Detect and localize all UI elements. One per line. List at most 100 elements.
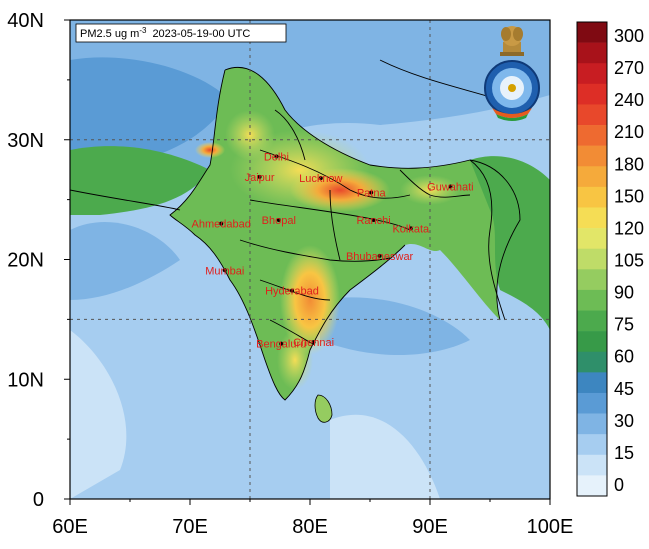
ocean-light-patch: [330, 414, 440, 499]
colorbar-segment: [577, 269, 607, 291]
colorbar-label: 15: [614, 443, 634, 463]
city-label: Kolkata: [392, 223, 430, 235]
city-marker: [448, 184, 453, 189]
colorbar-segment: [577, 186, 607, 208]
colorbar-label: 105: [614, 251, 644, 271]
title-box: [75, 23, 287, 43]
ocean-light-patch: [70, 330, 127, 499]
city-marker: [377, 253, 382, 258]
colorbar-label: 120: [614, 218, 644, 238]
colorbar-label: 60: [614, 347, 634, 367]
city-marker: [371, 217, 376, 222]
colorbar-label: 90: [614, 283, 634, 303]
y-tick-label: 20N: [7, 250, 44, 272]
sri-lanka: [314, 394, 333, 423]
gridlines: [70, 20, 550, 499]
colorbar-segment: [577, 434, 607, 456]
colorbar-segment: [577, 207, 607, 229]
city-label: Jaipur: [245, 172, 275, 184]
ocean-medium-patch: [70, 221, 180, 300]
city-label: Ranchi: [356, 215, 390, 227]
city-label: Chennai: [293, 337, 334, 349]
pollution-hotspot-deccan: [280, 245, 340, 355]
city-marker: [257, 174, 262, 179]
colorbar-label: 0: [614, 475, 624, 495]
x-tick-label: 60E: [52, 516, 88, 538]
colorbar-label: 270: [614, 58, 644, 78]
pollution-hotspot-gangetic: [290, 168, 390, 212]
north-region-blue: [70, 20, 550, 205]
colorbar-segment: [577, 351, 607, 373]
city-label: Ahmedabad: [192, 219, 251, 231]
colorbar-segment: [577, 310, 607, 332]
city-marker: [311, 340, 316, 345]
city-marker: [274, 154, 279, 159]
colorbar-segment: [577, 145, 607, 167]
colorbar-segment: [577, 372, 607, 394]
colorbar-segment: [577, 125, 607, 146]
colorbar-label: 210: [614, 122, 644, 142]
city-marker: [369, 190, 374, 195]
city-layer: Delhi Jaipur Lucknow Patna Guwahati Ahmedabad…: [192, 152, 474, 351]
imd-logo-icon: [484, 60, 540, 121]
x-tick-label: 90E: [412, 516, 448, 538]
colorbar-label: 150: [614, 186, 644, 206]
colorbar-label: 300: [614, 26, 644, 46]
colorbar-label: 45: [614, 379, 634, 399]
colorbar-segment: [577, 331, 607, 353]
title-text: PM2.5 ug m-3 2023-05-19-00 UTC: [80, 26, 250, 40]
city-label: Hyderabad: [265, 286, 319, 298]
colorbar-label: 30: [614, 411, 634, 431]
colorbar-segment: [577, 392, 607, 414]
colorbar-segment: [577, 475, 607, 497]
city-marker: [222, 268, 227, 273]
y-tick-label: 30N: [7, 130, 44, 152]
colorbar-segment: [577, 166, 607, 188]
x-axis-labels: 60E 70E 80E 90E 100E: [52, 516, 573, 538]
city-marker: [219, 221, 224, 226]
colorbar-border: [576, 21, 608, 497]
boundaries: [70, 59, 521, 401]
axis-ticks: [64, 19, 551, 505]
city-label: Patna: [357, 187, 387, 199]
emblem-icon: [500, 26, 524, 56]
city-marker: [290, 288, 294, 293]
y-tick-label: 40N: [7, 10, 44, 32]
colorbar-segment: [577, 63, 607, 85]
west-green: [70, 146, 210, 215]
colorbar-segment: [577, 104, 607, 126]
colorbar-segment: [577, 289, 607, 311]
city-label: Lucknow: [299, 173, 342, 185]
city-marker: [408, 226, 413, 231]
colorbar-segment: [577, 22, 607, 43]
city-label: Bhopal: [262, 215, 296, 227]
colorbar-label: 240: [614, 90, 644, 110]
y-tick-label: 10N: [7, 369, 44, 391]
colorbar-label: 75: [614, 315, 634, 335]
city-marker: [276, 217, 281, 222]
x-tick-label: 70E: [172, 516, 208, 538]
ocean-medium-patch: [320, 297, 470, 355]
x-tick-label: 80E: [292, 516, 328, 538]
x-tick-label: 100E: [527, 516, 574, 538]
pollution-hotspot-west: [195, 142, 225, 158]
colorbar-segment: [577, 413, 607, 435]
city-label: Bhubaneswar: [346, 251, 414, 263]
colorbar-segment: [577, 42, 607, 64]
east-landmass: [470, 156, 550, 330]
plot-area: Delhi Jaipur Lucknow Patna Guwahati Ahmedabad…: [70, 20, 550, 499]
colorbar-label: 180: [614, 154, 644, 174]
city-label: Mumbai: [205, 265, 244, 277]
pollution-yellow-south: [277, 330, 313, 390]
colorbar: [576, 21, 608, 497]
city-marker: [279, 341, 284, 346]
colorbar-segment: [577, 248, 607, 270]
y-tick-label: 0: [33, 489, 44, 511]
city-label: Bengaluru: [256, 339, 306, 351]
colorbar-segment: [577, 83, 607, 105]
city-label: Delhi: [264, 152, 289, 164]
y-axis-labels: 40N 30N 20N 10N 0: [7, 10, 44, 511]
north-region-blue-dark: [70, 57, 230, 160]
